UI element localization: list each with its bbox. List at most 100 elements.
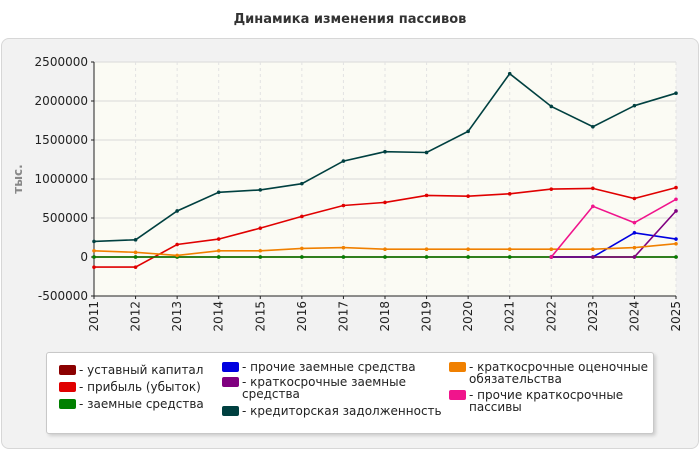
legend-label: - кредиторская задолженность: [242, 404, 442, 418]
legend-swatch-orange: [449, 362, 466, 372]
legend-swatch-pink: [449, 390, 466, 400]
series-point-6: [507, 247, 512, 251]
x-tick-label: 2019: [420, 301, 434, 332]
series-point-2: [466, 255, 470, 259]
x-tick-label: 2020: [461, 301, 475, 332]
legend-label-continued: пассивы: [469, 400, 522, 414]
legend-swatch-red: [59, 382, 76, 392]
series-point-5: [216, 190, 221, 195]
series-point-5: [466, 129, 470, 134]
series-point-6: [92, 248, 96, 253]
series-point-6: [175, 253, 179, 258]
legend-label: - прочие краткосрочные: [469, 388, 624, 402]
y-tick-label: -500000: [38, 289, 88, 303]
y-tick-label: 2500000: [35, 55, 88, 69]
legend-label: - краткосрочные заемные: [242, 375, 406, 389]
chart-title: Динамика изменения пассивов: [233, 12, 467, 27]
series-point-2: [383, 255, 387, 259]
legend-label: - краткосрочные оценочные: [469, 360, 648, 374]
x-tick-label: 2025: [669, 301, 683, 332]
series-point-6: [341, 245, 346, 250]
series-point-6: [300, 246, 304, 251]
series-point-6: [383, 247, 387, 251]
series-point-1: [424, 193, 429, 198]
series-point-5: [175, 209, 179, 213]
legend-swatch-purple: [222, 377, 239, 387]
series-point-1: [466, 194, 470, 198]
series-point-7: [674, 197, 678, 202]
x-tick-label: 2018: [378, 301, 392, 332]
series-point-5: [258, 188, 263, 192]
series-line-4: [551, 210, 677, 258]
series-point-7: [591, 204, 595, 209]
series-point-6: [632, 245, 637, 250]
x-tick-label: 2022: [544, 301, 558, 332]
y-tick-label: 0: [80, 250, 88, 264]
series-point-6: [591, 247, 595, 251]
series-point-2: [507, 255, 512, 259]
series-point-6: [424, 247, 429, 251]
series-line-7: [550, 198, 677, 258]
series-point-1: [300, 214, 304, 219]
x-tick-label: 2024: [627, 301, 641, 332]
series-point-1: [341, 203, 346, 208]
series-point-5: [549, 104, 554, 109]
series-point-5: [507, 71, 512, 76]
legend-label: - заемные средства: [79, 397, 204, 411]
y-axis-label: тыс.: [11, 164, 25, 193]
x-tick-label: 2014: [212, 301, 226, 332]
x-tick-label: 2017: [336, 301, 350, 332]
series-point-5: [300, 181, 304, 186]
series-point-2: [424, 255, 429, 259]
series-point-3: [674, 237, 678, 241]
x-tick-label: 2012: [129, 301, 143, 332]
series-point-2: [92, 255, 96, 259]
series-point-1: [133, 265, 138, 269]
series-point-6: [674, 241, 678, 246]
series-point-4: [632, 255, 637, 259]
series-point-5: [424, 150, 429, 155]
series-point-5: [92, 239, 96, 244]
series-point-7: [632, 220, 637, 225]
y-tick-label: 1500000: [35, 133, 88, 147]
series-point-5: [341, 159, 346, 163]
series-point-6: [466, 247, 470, 251]
legend-label: - прочие заемные средства: [242, 360, 416, 374]
series-point-3: [632, 231, 637, 235]
series-point-1: [175, 242, 179, 247]
series-point-2: [300, 255, 304, 259]
series-point-1: [258, 226, 263, 230]
series-point-6: [216, 248, 221, 253]
series-point-2: [216, 255, 221, 259]
series-point-1: [632, 196, 637, 201]
series-point-6: [549, 247, 554, 251]
series-point-1: [549, 187, 554, 191]
legend-swatch-dark-red: [59, 365, 76, 375]
series-point-5: [632, 103, 637, 108]
x-tick-label: 2021: [503, 301, 517, 332]
x-tick-label: 2016: [295, 301, 309, 332]
legend-label: - прибыль (убыток): [79, 380, 201, 394]
series-point-2: [674, 255, 678, 259]
series-point-4: [674, 209, 678, 213]
series-point-1: [674, 185, 678, 190]
series-point-2: [133, 255, 138, 259]
series-point-5: [674, 91, 678, 95]
legend-swatch-green: [59, 399, 76, 409]
series-point-2: [258, 255, 263, 259]
x-tick-label: 2011: [87, 301, 101, 332]
y-tick-label: 500000: [42, 211, 88, 225]
x-tick-label: 2023: [586, 301, 600, 332]
x-tick-label: 2013: [170, 301, 184, 332]
series-point-2: [341, 255, 346, 259]
chart-legend: - уставный капитал - прибыль (убыток) - …: [46, 352, 654, 434]
series-point-6: [133, 250, 138, 255]
legend-label: - уставный капитал: [79, 363, 204, 377]
x-tick-label: 2015: [253, 301, 267, 332]
y-tick-label: 2000000: [35, 94, 88, 108]
series-point-1: [92, 265, 96, 269]
series-point-5: [591, 124, 595, 129]
legend-swatch-blue: [222, 362, 239, 372]
series-point-4: [591, 255, 595, 259]
